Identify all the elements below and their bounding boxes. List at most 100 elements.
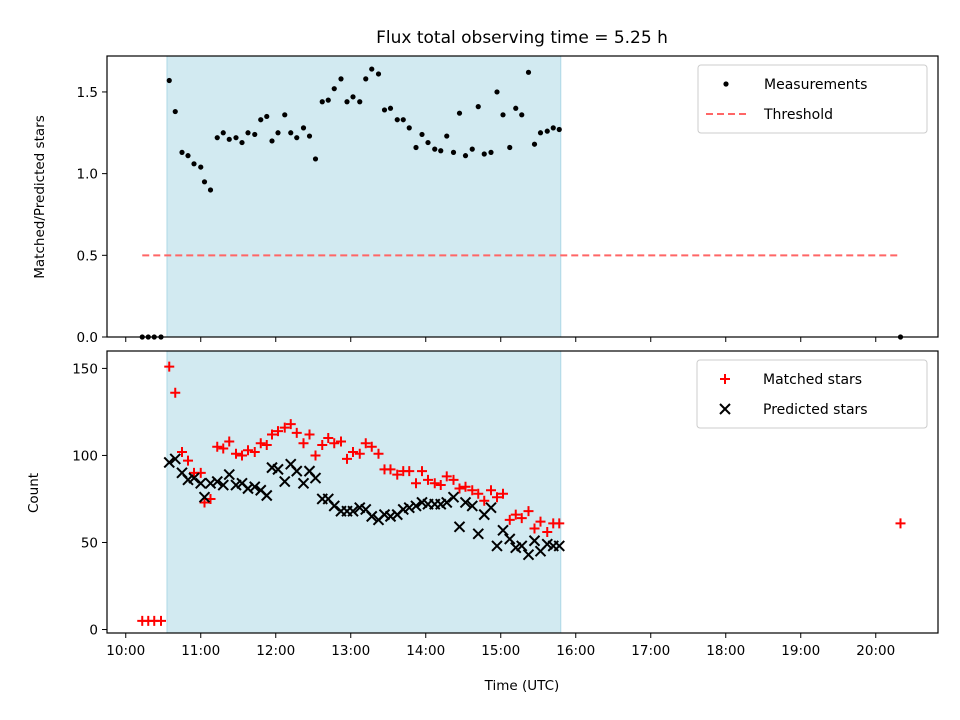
matched-point <box>429 478 440 489</box>
matched-point <box>529 523 540 534</box>
ratio-legend: Measurements Threshold <box>697 64 928 134</box>
measurement-point <box>450 149 457 155</box>
measurement-point <box>469 146 475 152</box>
matched-point <box>342 453 352 464</box>
matched-point <box>177 446 187 457</box>
measurement-point <box>481 151 487 157</box>
predicted-point <box>211 475 223 488</box>
matched-point <box>267 429 277 440</box>
predicted-point <box>516 540 528 552</box>
predicted-point <box>204 477 217 490</box>
predicted-point <box>410 500 422 512</box>
legend-label: Matched stars <box>763 372 862 388</box>
measurement-point <box>300 125 307 131</box>
predicted-point <box>217 479 229 491</box>
legend-label: Measurements <box>764 77 867 93</box>
ratio-axis-ticks: 0.0 0.5 1.0 1.5 <box>77 85 877 346</box>
measurement-point <box>488 149 494 155</box>
matched-point <box>199 497 210 508</box>
measurement-point <box>338 76 344 82</box>
measurement-point <box>363 76 369 82</box>
measurement-point <box>357 99 363 105</box>
y-tick-label: 50 <box>81 535 98 551</box>
measurement-point <box>331 86 337 92</box>
measurement-point <box>400 117 406 123</box>
count-axis-ticks: 10:00 11:00 12:00 13:00 14:00 15:00 16:00 17:00… <box>72 361 895 659</box>
predicted-point <box>261 489 273 502</box>
matched-point <box>348 446 358 457</box>
matched-point <box>255 438 266 449</box>
measurement-point <box>207 187 214 193</box>
x-tick-label: 13:00 <box>331 643 370 659</box>
measurement-point <box>319 99 325 105</box>
y-tick-label: 0.0 <box>77 330 98 346</box>
measurement-point <box>419 131 425 138</box>
measurement-point <box>220 130 226 136</box>
legend-label: Threshold <box>763 107 833 123</box>
predicted-point <box>366 510 378 523</box>
measurement-point <box>275 130 281 136</box>
measurement-point <box>444 133 450 139</box>
measurement-point <box>344 99 350 105</box>
x-tick-label: 15:00 <box>481 643 520 659</box>
predicted-point <box>504 533 516 545</box>
matched-point <box>435 480 446 491</box>
count-panel: 10:00 11:00 12:00 13:00 14:00 15:00 16:00 17:00… <box>26 350 939 659</box>
predicted-point <box>347 505 359 517</box>
y-tick-label: 150 <box>72 361 98 377</box>
predicted-point <box>528 535 541 547</box>
matched-point <box>467 485 478 496</box>
legend-handle <box>720 374 730 384</box>
measurement-point <box>312 156 319 162</box>
measurement-point <box>462 153 469 159</box>
measurement-point <box>294 135 300 141</box>
measurement-point <box>537 130 544 136</box>
matched-point <box>224 436 235 447</box>
matched-point <box>304 429 315 440</box>
matched-point <box>310 450 321 461</box>
matched-point <box>354 448 365 459</box>
legend-box <box>697 64 928 134</box>
x-tick-label: 11:00 <box>181 643 220 659</box>
predicted-point <box>188 472 200 484</box>
matched-point <box>498 488 508 499</box>
matched-point <box>360 438 371 449</box>
predicted-point <box>497 524 509 537</box>
matched-point <box>423 474 433 485</box>
matched-point <box>535 516 546 527</box>
y-tick-label: 0.5 <box>77 248 98 264</box>
ratio-ylabel: Matched/Predicted stars <box>32 115 48 278</box>
measurement-point <box>288 130 294 136</box>
matched-point <box>243 445 253 456</box>
measurement-point <box>233 135 239 141</box>
measurement-point <box>525 69 532 75</box>
measurement-point <box>406 125 412 131</box>
measurement-point <box>306 133 313 139</box>
predicted-point <box>491 540 503 552</box>
matched-point <box>479 495 490 506</box>
matched-point <box>237 450 247 461</box>
count-axes-frame <box>106 350 939 634</box>
matched-point <box>492 492 502 503</box>
x-tick-label: 19:00 <box>781 643 820 659</box>
matched-point <box>454 483 465 494</box>
matched-point <box>170 387 181 398</box>
measurement-point <box>438 148 444 154</box>
measurement-point <box>226 136 232 142</box>
matched-point <box>895 518 906 529</box>
y-tick-label: 1.5 <box>77 85 98 101</box>
ratio-panel: 0.0 0.5 1.0 1.5 Matched/Predicted stars Mea… <box>32 55 939 346</box>
measurement-point <box>544 128 550 134</box>
matched-point <box>385 464 396 475</box>
measurement-point <box>166 77 172 84</box>
predicted-point <box>466 500 478 512</box>
legend-label: Predicted stars <box>763 402 868 418</box>
predicted-point <box>249 481 261 493</box>
x-tick-label: 16:00 <box>556 643 595 659</box>
matched-point <box>473 488 484 499</box>
legend-handle <box>723 81 729 87</box>
measurement-point <box>531 141 538 147</box>
series-matched-stars <box>137 361 906 626</box>
predicted-point <box>279 475 291 488</box>
predicted-point <box>384 510 397 523</box>
